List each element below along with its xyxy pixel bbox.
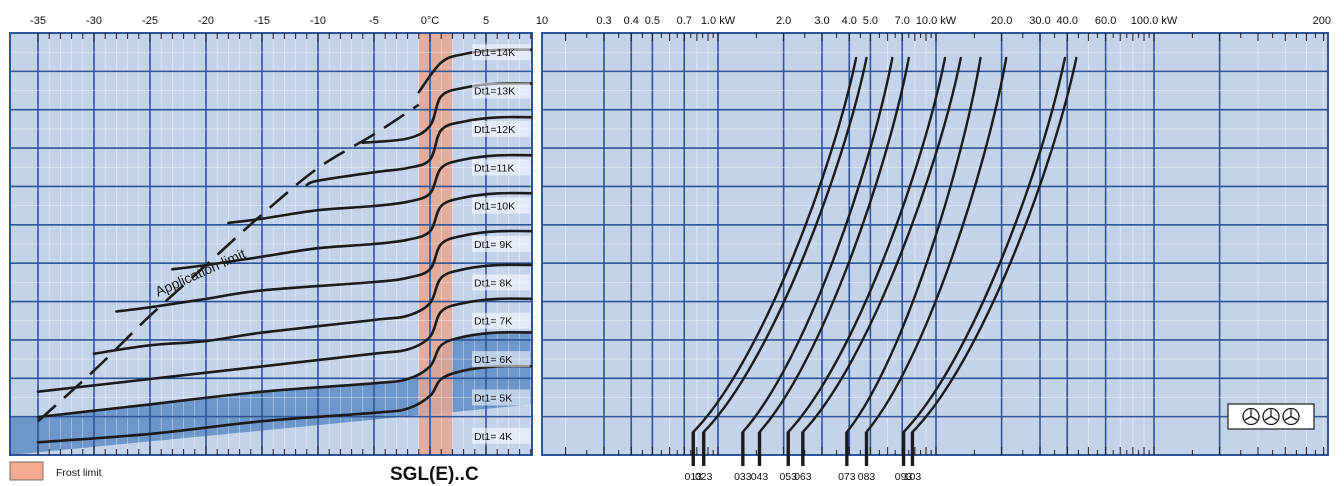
dt-label: Dt1=14K bbox=[474, 47, 515, 59]
three-fans-icon bbox=[1227, 403, 1315, 430]
capacity-tick-label: 10.0 kW bbox=[916, 15, 957, 27]
capacity-tick-label: 0.7 bbox=[677, 15, 692, 27]
dt-label-background bbox=[472, 44, 530, 61]
capacity-tick-label: 0.3 bbox=[596, 15, 611, 27]
dt-label-background bbox=[472, 120, 530, 137]
dt-label-background bbox=[472, 236, 530, 252]
temperature-tick-label: -30 bbox=[86, 15, 102, 27]
temperature-tick-label: -5 bbox=[369, 15, 379, 27]
capacity-tick-label: 100.0 kW bbox=[1131, 15, 1178, 27]
capacity-ticks bbox=[565, 33, 1325, 455]
dt-label: Dt1= 4K bbox=[474, 431, 512, 443]
dt-curve bbox=[115, 229, 532, 313]
capacity-panel-frame bbox=[541, 32, 1329, 456]
dt-label-background bbox=[472, 197, 530, 214]
model-label: 053 bbox=[779, 471, 797, 483]
dt-curve bbox=[171, 191, 532, 271]
model-curve bbox=[801, 56, 962, 434]
model-curves bbox=[692, 56, 1078, 434]
shaded-region bbox=[10, 332, 532, 455]
capacity-panel: 0.3 0.4 0.5 0.7 1.0 kW 2.0 3.0 4.0 5.0 7.0 10.0 kW… bbox=[541, 15, 1331, 483]
capacity-grid bbox=[542, 33, 1328, 455]
capacity-tick-label: 30.0 bbox=[1029, 15, 1050, 27]
model-label: 013 bbox=[684, 471, 702, 483]
capacity-tick-label: 1.0 kW bbox=[701, 15, 736, 27]
temperature-tick-label: -20 bbox=[198, 15, 214, 27]
frost-legend-swatch bbox=[9, 461, 44, 481]
model-label: 063 bbox=[794, 471, 812, 483]
dt-curve bbox=[92, 263, 532, 355]
temperature-panel-frame bbox=[9, 32, 533, 456]
dt-label: Dt1= 7K bbox=[474, 316, 512, 328]
temperature-tick-label: -10 bbox=[310, 15, 326, 27]
dt-label: Dt1=13K bbox=[474, 86, 515, 98]
dt-curve bbox=[36, 364, 532, 444]
temperature-ticks bbox=[37, 33, 532, 455]
model-curve bbox=[845, 56, 982, 434]
dt-curve bbox=[36, 330, 532, 419]
capacity-tick-label: 5.0 bbox=[863, 15, 878, 27]
capacity-tick-label: 7.0 bbox=[895, 15, 910, 27]
capacity-tick-label: 0.5 bbox=[645, 15, 660, 27]
temperature-tick-labels: -35 -30 -25 -20 -15 -10 -5 0°C 5 10 bbox=[30, 15, 548, 27]
chart-title: SGL(E)..C bbox=[390, 464, 479, 485]
model-label: 083 bbox=[858, 471, 876, 483]
dt-label: Dt1=11K bbox=[474, 162, 514, 174]
model-curve bbox=[911, 56, 1078, 434]
dt-label-background bbox=[472, 274, 530, 291]
dt-curve bbox=[227, 153, 532, 225]
capacity-tick-label: 2.0 bbox=[776, 15, 791, 27]
capacity-tick-label: 60.0 bbox=[1095, 15, 1116, 27]
temperature-tick-label: 0°C bbox=[421, 15, 440, 27]
dt-label-background bbox=[472, 427, 530, 444]
dt-label: Dt1= 8K bbox=[474, 277, 512, 289]
temperature-tick-label: -35 bbox=[30, 15, 46, 27]
dt-label: Dt1= 6K bbox=[474, 354, 512, 366]
model-label: 093 bbox=[895, 471, 913, 483]
dt-label-background bbox=[472, 159, 530, 176]
temperature-tick-label: 5 bbox=[483, 15, 489, 27]
temperature-tick-label: -15 bbox=[254, 15, 270, 27]
model-label: 033 bbox=[734, 471, 752, 483]
model-label: 073 bbox=[838, 471, 856, 483]
capacity-tick-labels: 0.3 0.4 0.5 0.7 1.0 kW 2.0 3.0 4.0 5.0 7.0 10.0 kW… bbox=[596, 15, 1331, 27]
model-label: 043 bbox=[751, 471, 769, 483]
temperature-tick-label: -25 bbox=[142, 15, 158, 27]
dt-label-background bbox=[472, 82, 530, 99]
capacity-tick-label: 200 bbox=[1313, 15, 1331, 27]
shaded-region-fill bbox=[10, 332, 532, 455]
temperature-tick-label: 10 bbox=[536, 15, 548, 27]
capacity-tick-label: 20.0 bbox=[991, 15, 1012, 27]
model-curve bbox=[787, 56, 947, 434]
model-curve bbox=[758, 56, 910, 434]
dt-label: Dt1= 5K bbox=[474, 392, 512, 404]
dt-label-background bbox=[472, 389, 530, 406]
dt-curves bbox=[36, 48, 532, 444]
application-limit-line bbox=[37, 103, 420, 423]
dt-label-background bbox=[472, 312, 530, 329]
capacity-tick-label: 0.4 bbox=[624, 15, 639, 27]
capacity-tick-label: 3.0 bbox=[814, 15, 829, 27]
frost-legend-label: Frost limit bbox=[56, 467, 102, 479]
dt-label: Dt1= 9K bbox=[474, 239, 512, 251]
model-label: 023 bbox=[695, 471, 713, 483]
dt-label: Dt1=12K bbox=[474, 124, 515, 136]
capacity-tick-label: 40.0 bbox=[1057, 15, 1078, 27]
model-curve bbox=[692, 56, 858, 434]
capacity-tick-label: 4.0 bbox=[842, 15, 857, 27]
dt-labels: Dt1=14K Dt1=13K Dt1=12K Dt1=11K Dt1=10K Dt1= … bbox=[472, 44, 530, 444]
model-curve bbox=[902, 56, 1067, 434]
model-curve bbox=[741, 56, 894, 434]
dt-label-background bbox=[472, 351, 530, 368]
dt-curve bbox=[305, 115, 532, 187]
model-stubs bbox=[691, 432, 915, 466]
model-label: 103 bbox=[904, 471, 922, 483]
dt-curve bbox=[36, 297, 532, 393]
model-curve bbox=[702, 56, 868, 434]
temperature-panel: -35 -30 -25 -20 -15 -10 -5 0°C 5 10 Application l… bbox=[9, 15, 548, 456]
model-curve bbox=[865, 56, 1008, 434]
dt-label: Dt1=10K bbox=[474, 201, 515, 213]
